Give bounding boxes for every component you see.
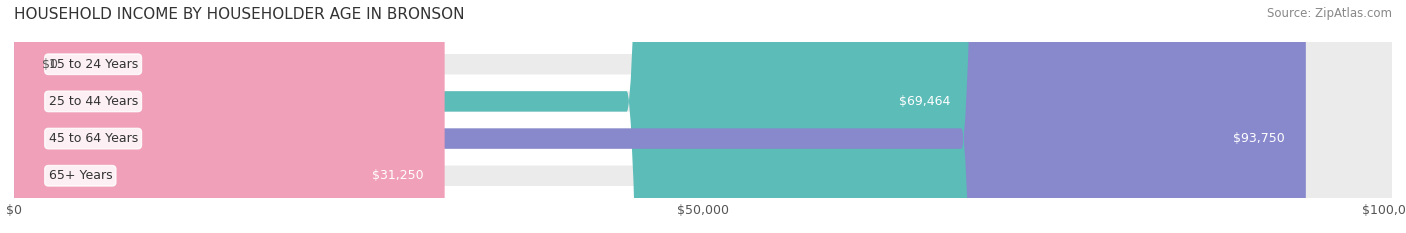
FancyBboxPatch shape: [14, 0, 972, 233]
Text: 45 to 64 Years: 45 to 64 Years: [48, 132, 138, 145]
FancyBboxPatch shape: [14, 0, 1392, 233]
Text: 25 to 44 Years: 25 to 44 Years: [48, 95, 138, 108]
FancyBboxPatch shape: [14, 0, 1306, 233]
Text: $93,750: $93,750: [1233, 132, 1285, 145]
Text: HOUSEHOLD INCOME BY HOUSEHOLDER AGE IN BRONSON: HOUSEHOLD INCOME BY HOUSEHOLDER AGE IN B…: [14, 7, 464, 22]
FancyBboxPatch shape: [14, 0, 1392, 233]
FancyBboxPatch shape: [14, 0, 1392, 233]
Text: $31,250: $31,250: [373, 169, 425, 182]
Text: $69,464: $69,464: [900, 95, 950, 108]
Text: 15 to 24 Years: 15 to 24 Years: [48, 58, 138, 71]
FancyBboxPatch shape: [14, 0, 1392, 233]
Text: Source: ZipAtlas.com: Source: ZipAtlas.com: [1267, 7, 1392, 20]
Text: $0: $0: [42, 58, 58, 71]
Text: 65+ Years: 65+ Years: [48, 169, 112, 182]
FancyBboxPatch shape: [14, 0, 444, 233]
